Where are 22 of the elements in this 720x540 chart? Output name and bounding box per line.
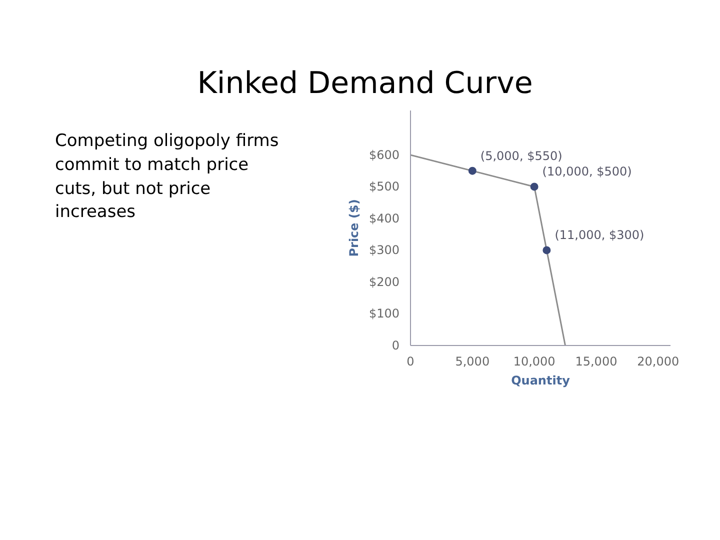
y-tick-label: $200 (368, 274, 400, 289)
y-tick-label: $300 (368, 243, 400, 258)
x-tick-label: 5,000 (455, 354, 490, 368)
point (468, 166, 476, 175)
x-tick-label: 15,000 (575, 354, 618, 368)
x-axis-title: Quantity (511, 374, 570, 388)
y-tick-label: $100 (368, 306, 400, 321)
annotation: (5,000, $550) (480, 148, 562, 163)
y-tick-label: 0 (392, 338, 400, 352)
x-tick-label: 0 (406, 354, 414, 368)
y-tick-label: $600 (368, 148, 400, 162)
annotation: (10,000, $500) (542, 164, 632, 179)
point (530, 182, 538, 191)
annotation: (11,000, $300) (554, 228, 644, 242)
chart-title: Kinked Demand Curve (197, 65, 533, 103)
point (542, 246, 551, 254)
y-tick-label: $400 (368, 211, 400, 226)
y-tick-label: $500 (368, 180, 400, 194)
y-axis-title: Price ($) (346, 199, 361, 257)
text: Competing oligopoly firms commit to match price cuts, but not price increases (55, 130, 280, 224)
x-tick-label: 10,000 (513, 354, 556, 368)
x-tick-label: 20,000 (637, 354, 680, 368)
